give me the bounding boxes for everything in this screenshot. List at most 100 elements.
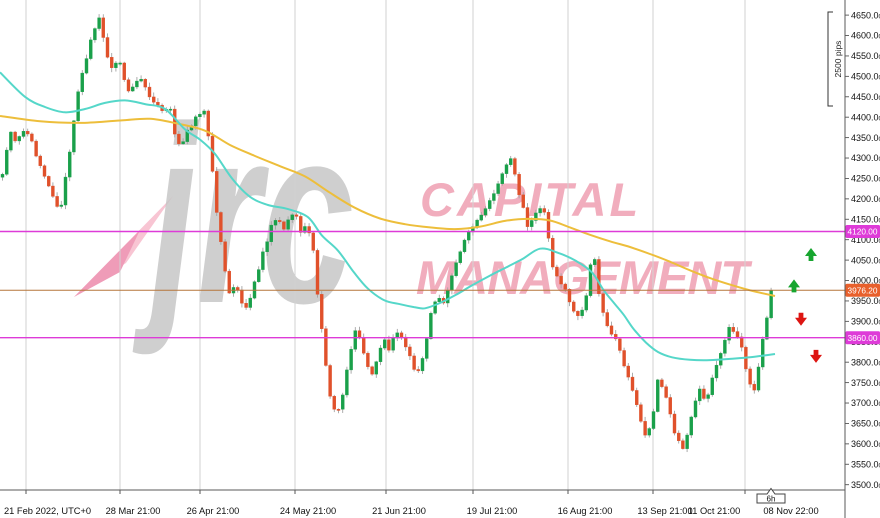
arrow-objects-layer: [788, 247, 822, 363]
candle-bearish: [311, 232, 315, 251]
candle-bullish: [383, 339, 387, 349]
candle-bearish: [143, 79, 148, 88]
arrow-up-icon[interactable]: [788, 279, 800, 293]
candle-bearish: [214, 171, 219, 213]
ma-fast-line: [0, 71, 776, 362]
candle-bearish: [672, 413, 677, 434]
candle-bearish: [404, 336, 408, 348]
candle-bullish: [135, 80, 139, 88]
candle-bearish: [244, 303, 248, 308]
candle-bearish: [555, 266, 559, 277]
time-label: 08 Nov 22:00: [763, 506, 818, 516]
candle-bullish: [693, 400, 698, 418]
candle-bullish: [651, 411, 656, 429]
candle-bearish: [702, 388, 706, 399]
candle-bullish: [193, 116, 198, 127]
candle-bullish: [67, 151, 72, 178]
price-tick-label: 4000.00: [851, 276, 880, 286]
candle-bullish: [698, 388, 702, 402]
candle-bullish: [21, 131, 26, 137]
candle-bullish: [353, 330, 357, 350]
candle-bullish: [269, 224, 273, 242]
candle-bullish: [437, 297, 441, 303]
candle-bearish: [55, 196, 59, 207]
candle-bearish: [362, 337, 366, 354]
candle-bearish: [122, 62, 127, 80]
axis-frame-layer: [0, 0, 846, 518]
candle-bullish: [761, 338, 765, 368]
candle-bearish: [151, 96, 156, 103]
candle-bearish: [315, 250, 320, 295]
price-tick-label: 3550.00: [851, 459, 880, 469]
candle-bearish: [639, 404, 643, 422]
candle-bullish: [534, 212, 538, 221]
time-label: 21 Jun 21:00: [372, 506, 426, 516]
price-tag-label: 4120.00: [848, 227, 878, 237]
price-tick-label: 4500.00: [851, 72, 880, 82]
candle-bullish: [727, 327, 731, 341]
candle-bearish: [626, 365, 630, 378]
price-tag-label: 3860.00: [848, 333, 878, 343]
candle-bearish: [618, 338, 622, 351]
candle-bearish: [630, 376, 635, 391]
price-tick-label: 3800.00: [851, 357, 880, 367]
time-label: 13 Sep 21:00: [637, 506, 692, 516]
arrow-down-icon[interactable]: [795, 312, 807, 326]
candle-bullish: [257, 269, 261, 282]
candle-bullish: [286, 219, 290, 230]
candle-bearish: [38, 155, 42, 166]
candle-bullish: [504, 164, 509, 174]
candle-bullish: [261, 251, 265, 270]
candle-bullish: [488, 200, 492, 209]
candle-bullish: [248, 297, 253, 308]
candle-bullish: [130, 86, 135, 92]
time-label: 16 Aug 21:00: [558, 506, 613, 516]
candle-bullish: [496, 183, 500, 194]
candle-bearish: [525, 207, 530, 227]
candle-bullish: [181, 141, 185, 145]
candle-bullish: [509, 158, 513, 165]
candle-bearish: [752, 383, 756, 391]
candle-bullish: [391, 337, 395, 351]
arrow-up-icon[interactable]: [805, 247, 817, 261]
candle-bullish: [97, 17, 101, 29]
candle-bullish: [59, 204, 63, 207]
price-axis[interactable]: 4650.00 4600.00 4550.00 4500.00 4450.00 4400.…: [845, 10, 880, 490]
timeframe-flag[interactable]: [756, 487, 786, 504]
candle-bullish: [479, 214, 483, 221]
candle-bullish: [492, 193, 496, 201]
candle-bearish: [370, 366, 374, 375]
candle-bullish: [9, 131, 13, 151]
candle-bearish: [26, 131, 30, 135]
time-label: 21 Feb 2022, UTC+0: [4, 506, 91, 516]
candle-bearish: [307, 226, 311, 234]
candle-bearish: [681, 440, 685, 449]
candle-bearish: [412, 355, 416, 370]
candle-bullish: [378, 347, 383, 362]
candle-bullish: [273, 220, 278, 226]
candle-bearish: [660, 379, 664, 387]
candle-bullish: [467, 231, 471, 241]
candle-bullish: [265, 241, 269, 253]
price-tick-label: 3700.00: [851, 398, 880, 408]
candle-bearish: [324, 328, 328, 366]
candle-bullish: [756, 366, 761, 391]
time-axis[interactable]: 21 Feb 2022, UTC+0 28 Mar 21:00 26 Apr 21:…: [4, 487, 819, 517]
candle-bullish: [685, 434, 689, 449]
candle-bearish: [521, 194, 525, 208]
candles-layer: [0, 14, 773, 453]
candle-bearish: [227, 270, 232, 294]
candle-bullish: [530, 220, 534, 227]
candle-bearish: [126, 79, 131, 92]
candle-bearish: [399, 332, 404, 338]
candle-bullish: [303, 226, 307, 233]
candle-bearish: [223, 241, 227, 272]
candle-bullish: [80, 72, 85, 92]
price-tag: [845, 225, 880, 239]
candle-bearish: [546, 212, 551, 239]
company-logo-arrow-icon: [74, 196, 173, 297]
arrow-down-icon[interactable]: [810, 349, 822, 363]
candle-bullish: [84, 58, 89, 74]
price-tick-label: 3750.00: [851, 378, 880, 388]
